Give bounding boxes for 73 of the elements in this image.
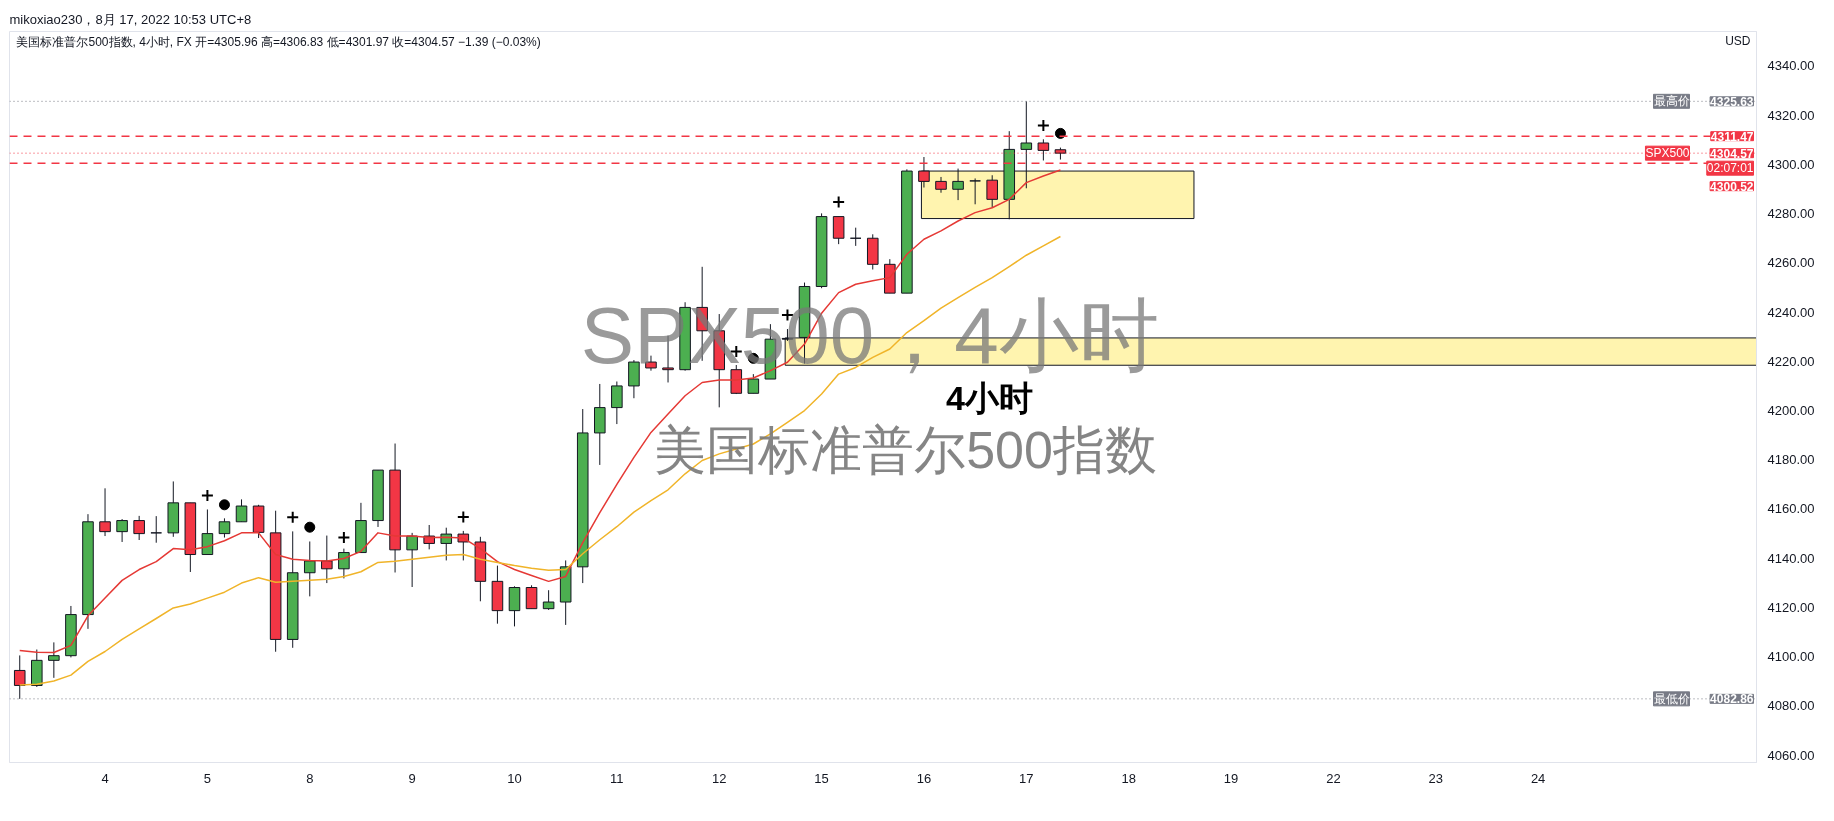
ref-line-label: 最低价 — [1653, 691, 1690, 706]
x-tick-label: 5 — [203, 770, 212, 786]
point — [456, 510, 470, 524]
chart-title: mikoxiao230，8月 17, 2022 10:53 UTC+8 — [9, 11, 252, 27]
y-tick-label: 4240.00 — [1767, 304, 1815, 320]
ref-line-label: 最高价 — [1653, 94, 1690, 109]
candlestick — [338, 548, 350, 579]
annotation: 4325.63 — [1710, 94, 1754, 109]
x-tick-label: 11 — [610, 770, 624, 786]
candlestick — [201, 508, 214, 556]
y-tick-label: 4100.00 — [1767, 649, 1815, 665]
y-tick-label: 4180.00 — [1767, 452, 1815, 468]
x-tick-label: 19 — [1223, 770, 1239, 786]
candlestick — [116, 518, 128, 543]
candlestick — [440, 527, 453, 561]
annotation: 4311.47 — [1710, 129, 1754, 144]
ref-line-label: SPX500 — [1645, 146, 1690, 161]
point — [304, 521, 316, 533]
candlestick — [48, 641, 60, 679]
candlestick — [303, 540, 316, 597]
x-tick-label: 12 — [711, 770, 727, 786]
annotation: 4小时 — [945, 379, 1033, 418]
point — [337, 531, 351, 545]
candlestick — [99, 487, 111, 537]
candlestick — [150, 515, 163, 544]
candlestick — [508, 585, 521, 627]
x-tick-label: 4 — [101, 770, 109, 786]
annotation: 4304.57 — [1710, 146, 1754, 161]
y-tick-label: 4260.00 — [1767, 255, 1815, 271]
candlestick — [13, 654, 26, 700]
x-tick-label: 22 — [1326, 770, 1341, 786]
candlestick — [832, 216, 845, 245]
annotation: 02:07:01 — [1706, 161, 1754, 176]
x-tick-label: 10 — [507, 770, 522, 786]
y-tick-label: 4060.00 — [1767, 747, 1815, 763]
y-tick-label: 4320.00 — [1767, 107, 1815, 123]
chart-subtitle: 美国标准普尔500指数, 4小时, FX 开=4305.96 高=4306.83 低=4301.97 收=4304.57 −1.39 (−0.03%) — [16, 35, 541, 50]
y-tick-label: 4200.00 — [1767, 403, 1815, 419]
x-tick-label: 9 — [408, 770, 416, 786]
y-tick-label: 4220.00 — [1767, 353, 1815, 369]
x-tick-label: 24 — [1530, 770, 1546, 786]
x-tick-label: 23 — [1428, 770, 1443, 786]
x-tick-label: 8 — [306, 770, 314, 786]
candlestick — [525, 584, 538, 610]
y-tick-label: 4300.00 — [1767, 156, 1815, 172]
x-tick-label: 15 — [814, 770, 829, 786]
candlestick — [218, 517, 231, 539]
y-tick-label: 4120.00 — [1767, 599, 1815, 615]
candlestick — [611, 380, 623, 425]
y-tick-label: 4280.00 — [1767, 206, 1815, 222]
candlestick — [969, 177, 981, 205]
x-tick-label: 17 — [1019, 770, 1034, 786]
point — [286, 510, 300, 524]
point — [218, 499, 230, 511]
candlestick — [235, 498, 248, 523]
x-tick-label: 16 — [916, 770, 932, 786]
candlestick — [406, 532, 418, 588]
point — [1054, 127, 1066, 139]
point — [200, 488, 214, 502]
y-axis-title: USD — [1725, 33, 1751, 48]
x-tick-label: 18 — [1121, 770, 1136, 786]
y-tick-label: 4340.00 — [1767, 58, 1815, 74]
candlestick — [542, 589, 555, 611]
annotation: 4300.52 — [1710, 179, 1754, 194]
candlestick — [133, 515, 145, 541]
y-tick-label: 4080.00 — [1767, 698, 1815, 714]
candlestick — [986, 174, 998, 209]
annotation: 4082.86 — [1710, 692, 1754, 707]
y-tick-label: 4160.00 — [1767, 501, 1815, 517]
y-tick-label: 4140.00 — [1767, 550, 1815, 566]
point — [832, 195, 846, 209]
candlestick — [849, 227, 862, 247]
point — [1036, 119, 1050, 133]
